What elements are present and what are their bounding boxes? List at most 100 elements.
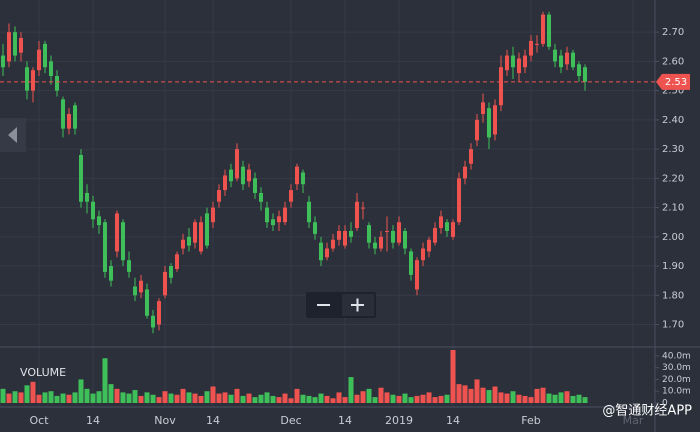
candle-body (511, 55, 515, 68)
volume-bar (492, 386, 498, 403)
candle-body (223, 175, 227, 191)
volume-bar (456, 384, 462, 403)
candle-body (85, 192, 89, 202)
volume-bar (114, 388, 120, 403)
candle-body (115, 213, 119, 252)
volume-bar (324, 395, 330, 403)
candle-body (409, 251, 413, 275)
candle-body (283, 207, 287, 223)
volume-bar (306, 395, 312, 403)
volume-bar (414, 395, 420, 403)
volume-bar (342, 397, 348, 403)
nav-left-arrow[interactable] (8, 127, 17, 143)
volume-bar (564, 391, 570, 403)
volume-bar (462, 385, 468, 403)
volume-bar (12, 391, 18, 403)
volume-bar (546, 393, 552, 403)
volume-bar (72, 392, 78, 403)
candle-body (157, 301, 161, 325)
candle-body (469, 149, 473, 164)
candle-body (553, 49, 557, 62)
zoom-in[interactable] (342, 294, 374, 316)
candle-body (217, 190, 221, 202)
x-tick-label: 14 (206, 414, 220, 427)
candle-body (499, 67, 503, 106)
volume-bar (30, 381, 36, 403)
volume-bar (24, 385, 30, 403)
candle-body (367, 225, 371, 243)
candle-body (325, 248, 329, 258)
volume-bar (372, 397, 378, 403)
volume-bar (264, 392, 270, 403)
candle-body (43, 43, 47, 68)
candle-body (319, 242, 323, 261)
volume-bar (210, 386, 216, 403)
candle-body (133, 286, 137, 296)
volume-bar (258, 394, 264, 403)
volume-bar (480, 387, 486, 403)
candle-body (253, 178, 257, 193)
watermark: @智通财经APP (602, 404, 692, 419)
volume-bar (36, 394, 42, 403)
candle-body (37, 49, 41, 71)
candle-body (493, 105, 497, 135)
candle-body (55, 76, 59, 91)
volume-bar (144, 392, 150, 403)
candle-body (529, 40, 533, 56)
candle-body (163, 271, 167, 296)
x-tick-label: Oct (29, 414, 49, 427)
volume-bar (312, 397, 318, 403)
volume-bar (582, 397, 588, 403)
candle-body (229, 169, 233, 182)
volume-bar (378, 387, 384, 403)
volume-tick-label: 10.0m (662, 387, 691, 397)
x-tick-label: Feb (521, 414, 540, 427)
candle-body (343, 230, 347, 246)
volume-bar (576, 394, 582, 403)
candle-body (127, 260, 131, 272)
volume-bar (90, 393, 96, 403)
candle-body (139, 280, 143, 293)
candle-body (535, 43, 539, 45)
y-tick-label: 1.80 (662, 290, 684, 301)
volume-bar (96, 391, 102, 403)
volume-bar (432, 397, 438, 403)
volume-bar (270, 395, 276, 403)
candle-body (445, 222, 449, 231)
candle-body (19, 38, 23, 53)
candle-body (547, 14, 551, 47)
candle-body (259, 192, 263, 202)
x-tick-label: Nov (154, 414, 176, 427)
volume-bar (468, 388, 474, 403)
volume-bar (396, 395, 402, 403)
candle-body (1, 55, 5, 68)
candle-body (271, 219, 275, 226)
candle-body (121, 222, 125, 261)
volume-bar (150, 394, 156, 403)
candle-body (61, 99, 65, 129)
volume-bar (84, 388, 90, 403)
volume-bar (426, 392, 432, 403)
volume-bar (228, 394, 234, 403)
volume-bar (420, 394, 426, 403)
candle-body (433, 228, 437, 243)
volume-bar (276, 397, 282, 403)
volume-bar (294, 388, 300, 403)
candle-body (577, 64, 581, 77)
candle-body (391, 230, 395, 243)
candle-body (457, 178, 461, 223)
candle-body (307, 201, 311, 223)
candle-body (187, 236, 191, 246)
candle-body (439, 216, 443, 229)
candle-body (295, 166, 299, 185)
y-tick-label: 2.30 (662, 144, 684, 155)
nav-left[interactable] (0, 118, 26, 152)
volume-bar (54, 395, 60, 403)
volume-bar (348, 377, 354, 403)
volume-bar (246, 393, 252, 403)
volume-bar (450, 350, 456, 403)
zoom-out[interactable] (308, 294, 340, 316)
candle-body (31, 70, 35, 91)
volume-bar (516, 394, 522, 403)
